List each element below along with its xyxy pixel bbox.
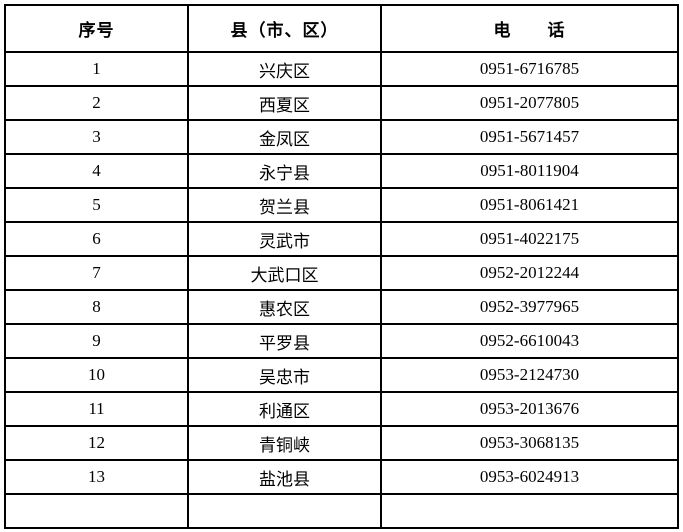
- table-row: 12 青铜峡 0953-3068135: [4, 425, 679, 461]
- district-cell: 兴庆区: [187, 51, 382, 87]
- row-index-cell: 9: [4, 323, 189, 359]
- column-header-district: 县（市、区）: [187, 4, 382, 53]
- phone-cell: 0953-2013676: [380, 391, 679, 427]
- table-row: 10 吴忠市 0953-2124730: [4, 357, 679, 393]
- table-row: 8 惠农区 0952-3977965: [4, 289, 679, 325]
- row-index-cell: 12: [4, 425, 189, 461]
- table-row: 9 平罗县 0952-6610043: [4, 323, 679, 359]
- row-index-cell: 11: [4, 391, 189, 427]
- district-cell: 青铜峡: [187, 425, 382, 461]
- district-cell: 惠农区: [187, 289, 382, 325]
- district-cell: 大武口区: [187, 255, 382, 291]
- row-index-cell: 3: [4, 119, 189, 155]
- column-header-phone: 电 话: [380, 4, 679, 53]
- phone-cell: 0953-2124730: [380, 357, 679, 393]
- district-cell: 灵武市: [187, 221, 382, 257]
- phone-cell: 0953-6024913: [380, 459, 679, 495]
- phone-cell: 0952-3977965: [380, 289, 679, 325]
- phone-cell: 0953-3068135: [380, 425, 679, 461]
- district-cell: 盐池县: [187, 459, 382, 495]
- table-row: 4 永宁县 0951-8011904: [4, 153, 679, 189]
- table-row: 7 大武口区 0952-2012244: [4, 255, 679, 291]
- table-row: 11 利通区 0953-2013676: [4, 391, 679, 427]
- district-cell: 永宁县: [187, 153, 382, 189]
- row-index-cell: 1: [4, 51, 189, 87]
- row-index-cell: 10: [4, 357, 189, 393]
- phone-cell: 0951-6716785: [380, 51, 679, 87]
- document-page: 序号 县（市、区） 电 话 1 兴庆区 0951-6716785 2 西夏区 0951-2…: [4, 4, 679, 529]
- phone-cell: 0951-8061421: [380, 187, 679, 223]
- table-row: 3 金凤区 0951-5671457: [4, 119, 679, 155]
- phone-cell: 0951-4022175: [380, 221, 679, 257]
- column-header-index: 序号: [4, 4, 189, 53]
- district-cell: 贺兰县: [187, 187, 382, 223]
- table-row: 13 盐池县 0953-6024913: [4, 459, 679, 495]
- row-index-cell: 8: [4, 289, 189, 325]
- empty-cell: [4, 493, 189, 529]
- district-cell: 平罗县: [187, 323, 382, 359]
- row-index-cell: 5: [4, 187, 189, 223]
- phone-cell: 0952-6610043: [380, 323, 679, 359]
- table-row: 2 西夏区 0951-2077805: [4, 85, 679, 121]
- district-cell: 利通区: [187, 391, 382, 427]
- district-cell: 金凤区: [187, 119, 382, 155]
- header-row: 序号 县（市、区） 电 话: [4, 4, 679, 53]
- district-cell: 西夏区: [187, 85, 382, 121]
- empty-cell: [187, 493, 382, 529]
- row-index-cell: 6: [4, 221, 189, 257]
- empty-cell: [380, 493, 679, 529]
- phone-cell: 0951-2077805: [380, 85, 679, 121]
- partial-row: [4, 493, 679, 529]
- district-cell: 吴忠市: [187, 357, 382, 393]
- row-index-cell: 4: [4, 153, 189, 189]
- table-row: 6 灵武市 0951-4022175: [4, 221, 679, 257]
- contact-table: 序号 县（市、区） 电 话 1 兴庆区 0951-6716785 2 西夏区 0951-2…: [4, 4, 679, 529]
- table-body: 1 兴庆区 0951-6716785 2 西夏区 0951-2077805 3 金凤区 0951…: [4, 51, 679, 529]
- row-index-cell: 2: [4, 85, 189, 121]
- table-row: 5 贺兰县 0951-8061421: [4, 187, 679, 223]
- row-index-cell: 13: [4, 459, 189, 495]
- row-index-cell: 7: [4, 255, 189, 291]
- phone-cell: 0951-5671457: [380, 119, 679, 155]
- phone-cell: 0952-2012244: [380, 255, 679, 291]
- table-row: 1 兴庆区 0951-6716785: [4, 51, 679, 87]
- phone-cell: 0951-8011904: [380, 153, 679, 189]
